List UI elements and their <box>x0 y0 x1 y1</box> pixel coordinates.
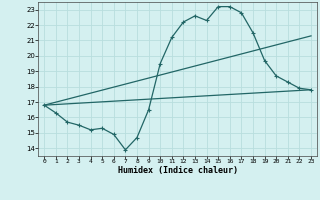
X-axis label: Humidex (Indice chaleur): Humidex (Indice chaleur) <box>118 166 238 175</box>
